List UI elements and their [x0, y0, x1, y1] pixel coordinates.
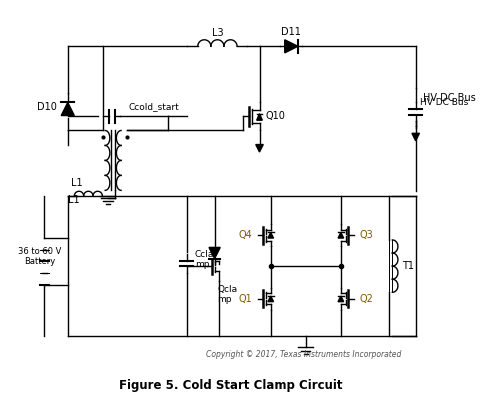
Text: HV DC Bus: HV DC Bus: [420, 98, 468, 107]
Polygon shape: [337, 232, 343, 238]
Text: Figure 5. Cold Start Clamp Circuit: Figure 5. Cold Start Clamp Circuit: [119, 379, 342, 392]
Text: Q1: Q1: [238, 294, 252, 304]
Text: Q4: Q4: [238, 230, 252, 240]
Text: Ccold_start: Ccold_start: [128, 102, 179, 111]
Text: Q10: Q10: [265, 111, 285, 121]
Text: Q3: Q3: [359, 230, 373, 240]
Polygon shape: [267, 232, 273, 238]
Polygon shape: [284, 40, 297, 53]
Polygon shape: [337, 296, 343, 302]
Text: Ccla
mp: Ccla mp: [195, 250, 214, 269]
Text: L1: L1: [71, 178, 82, 189]
Text: D11: D11: [281, 27, 301, 37]
Text: 36 to 60 V
Battery: 36 to 60 V Battery: [18, 247, 61, 266]
Text: Q2: Q2: [359, 294, 373, 304]
Text: L1: L1: [68, 195, 79, 205]
Polygon shape: [411, 133, 419, 141]
Text: Qcla
mp: Qcla mp: [217, 285, 237, 304]
Polygon shape: [267, 296, 273, 302]
Polygon shape: [255, 144, 263, 152]
Polygon shape: [209, 247, 220, 259]
Text: L3: L3: [211, 28, 223, 38]
Polygon shape: [256, 114, 262, 120]
Text: D10: D10: [37, 102, 57, 112]
Text: T1: T1: [401, 261, 413, 271]
Polygon shape: [61, 102, 74, 116]
Text: HV DC Bus: HV DC Bus: [423, 93, 475, 103]
Text: Copyright © 2017, Texas Instruments Incorporated: Copyright © 2017, Texas Instruments Inco…: [205, 350, 400, 360]
